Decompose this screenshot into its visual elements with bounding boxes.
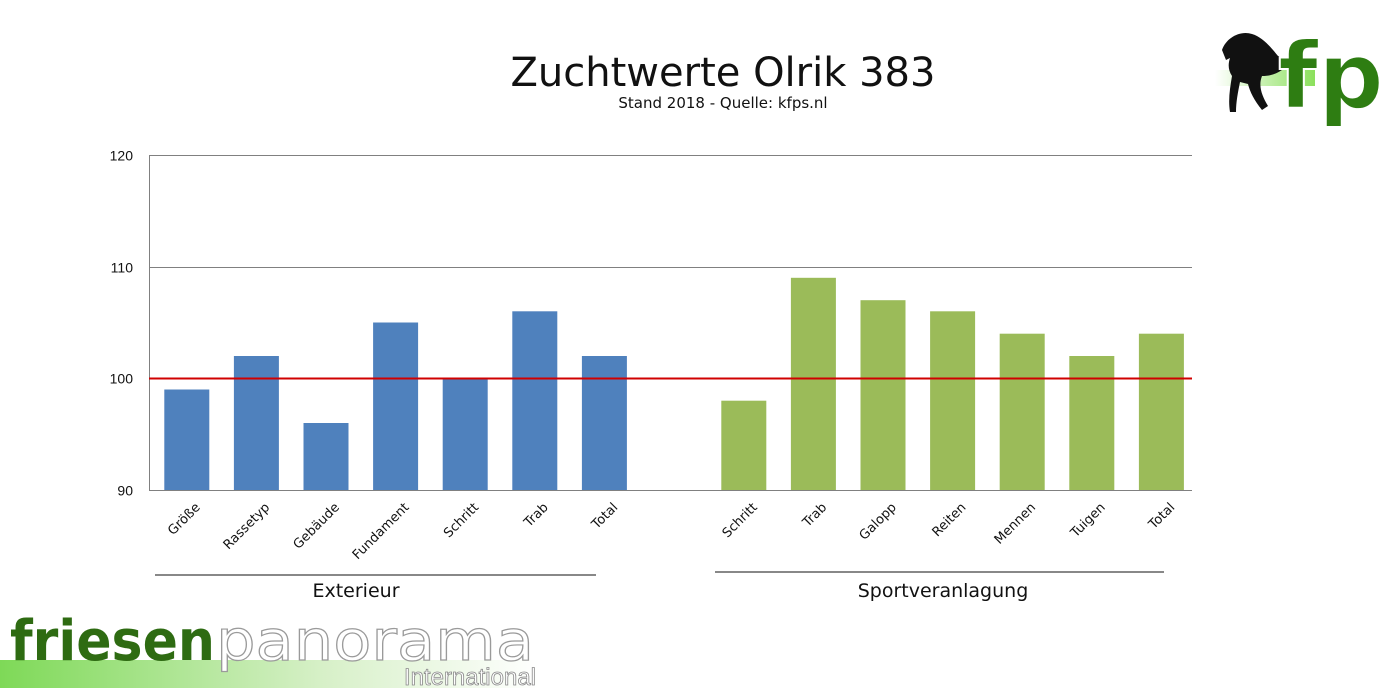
category-label: Schritt	[720, 500, 761, 541]
y-tick-label: 110	[111, 260, 134, 276]
fp-logo: fp	[1215, 22, 1385, 131]
bar-mennen	[999, 333, 1045, 490]
category-label: Schritt	[441, 500, 482, 541]
category-label: Trab	[799, 500, 830, 531]
bar-tuigen	[1069, 356, 1115, 490]
chart-subtitle: Stand 2018 - Quelle: kfps.nl	[618, 94, 827, 112]
category-label: Gebäude	[291, 500, 343, 552]
category-label: Mennen	[992, 500, 1039, 547]
category-label: Fundament	[350, 500, 413, 563]
chart-title: Zuchtwerte Olrik 383	[511, 50, 936, 96]
category-label: Rassetyp	[221, 500, 274, 553]
group-label-sportveranlagung: Sportveranlagung	[858, 580, 1029, 602]
bar-schritt	[442, 378, 488, 490]
bar-total	[581, 356, 627, 490]
y-tick-label: 120	[110, 148, 134, 164]
wordmark-panorama: panorama	[216, 609, 534, 674]
bars	[164, 277, 1184, 490]
bar-trab	[790, 277, 836, 490]
category-label: Trab	[521, 500, 552, 531]
bar-reiten	[930, 311, 976, 490]
bar-gebäude	[303, 423, 349, 490]
wordmark-international: International	[404, 664, 536, 691]
category-label: Galopp	[857, 500, 900, 543]
wordmark-friesen: friesen	[10, 609, 215, 674]
wordmark-swoosh	[0, 660, 540, 688]
friesenpanorama-logo: friesen panorama International	[0, 608, 540, 691]
category-label: Total	[1145, 500, 1178, 533]
category-label: Total	[588, 500, 621, 533]
bar-total	[1138, 333, 1184, 490]
bar-rassetyp	[233, 356, 279, 490]
bar-fundament	[373, 322, 419, 490]
category-label: Tuigen	[1067, 500, 1108, 541]
bar-größe	[164, 389, 210, 490]
fp-logo-letters: fp	[1278, 23, 1384, 130]
bar-schritt	[721, 400, 767, 490]
category-labels: Größe Rassetyp Gebäude Fundament Schritt Trab…	[165, 500, 1178, 563]
y-tick-label: 90	[117, 483, 133, 499]
y-axis-ticks: 90 100 110 120	[110, 148, 134, 499]
bar-galopp	[860, 300, 906, 490]
category-label: Reiten	[930, 500, 970, 540]
category-label: Größe	[165, 500, 203, 538]
horse-silhouette-icon	[1222, 32, 1284, 112]
y-tick-label: 100	[110, 371, 134, 387]
group-label-exterieur: Exterieur	[312, 580, 399, 602]
bar-trab	[512, 311, 558, 490]
